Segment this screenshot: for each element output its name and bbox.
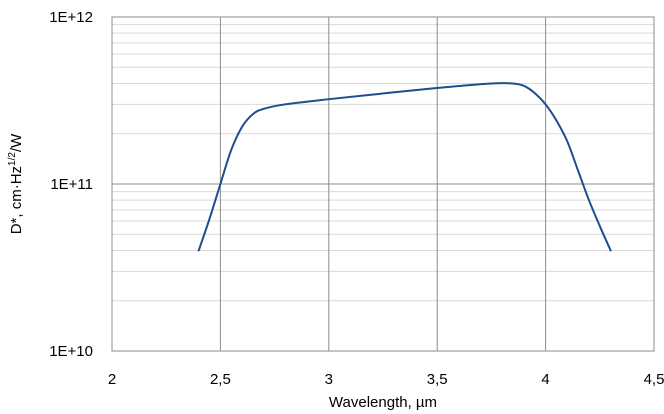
y-tick-label: 1E+11 — [50, 176, 93, 193]
minor-grid — [112, 24, 654, 302]
y-axis-title: D*, cm·Hz1/2/W — [7, 133, 25, 234]
x-tick-labels: 2 2,5 3 3,5 4 4,5 — [108, 371, 664, 388]
y-axis-title-superscript: 1/2 — [7, 152, 18, 166]
x-tick-label: 4 — [541, 371, 549, 388]
series-line — [197, 82, 612, 252]
x-tick-label: 3,5 — [427, 371, 448, 388]
x-tick-label: 3 — [325, 371, 333, 388]
y-axis-title-suffix: /W — [8, 133, 25, 152]
y-tick-label: 1E+10 — [49, 343, 93, 360]
y-tick-labels: 1E+10 1E+11 1E+12 — [49, 9, 93, 360]
y-axis-title-prefix: D*, cm·Hz — [8, 166, 25, 234]
x-tick-label: 2,5 — [210, 371, 231, 388]
x-tick-label: 2 — [108, 371, 116, 388]
x-tick-label: 4,5 — [644, 371, 664, 388]
series-layer — [197, 82, 612, 252]
y-tick-label: 1E+12 — [49, 9, 93, 26]
plot-area-frame — [111, 16, 655, 352]
x-axis-title: Wavelength, µm — [329, 394, 437, 411]
